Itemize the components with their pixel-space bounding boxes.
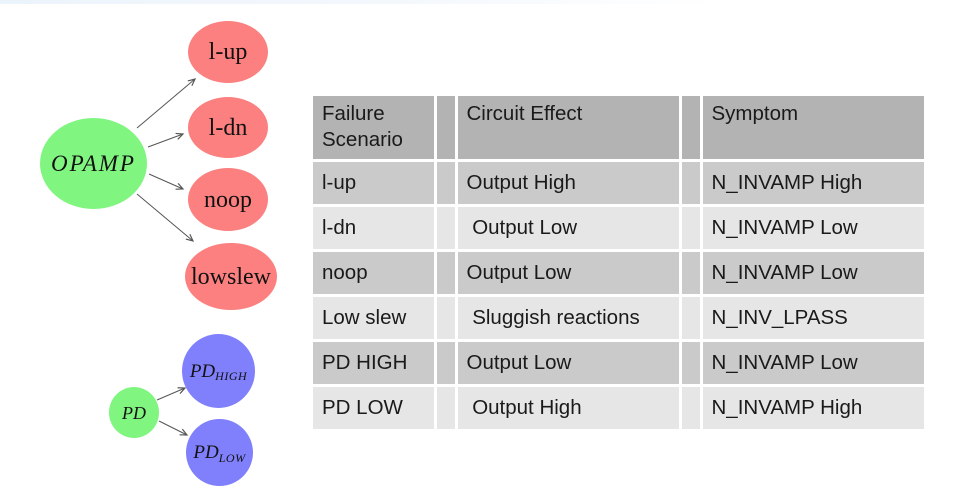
scenario-cell: l-up — [311, 159, 437, 207]
table-row: l-dn Output Low N_INVAMP Low — [311, 204, 926, 252]
symptom-cell: N_INVAMP Low — [699, 339, 926, 387]
symptom-cell: N_INVAMP Low — [699, 249, 926, 297]
spacer-cell — [678, 204, 703, 252]
symptom-cell: N_INV_LPASS — [699, 294, 926, 342]
header-spacer — [678, 94, 703, 162]
effect-cell: Output Low — [454, 339, 682, 387]
arrow-opamp-to-noop — [148, 173, 183, 189]
table-row: l-up Output High N_INVAMP High — [311, 159, 926, 207]
spacer-cell — [678, 384, 703, 431]
node-label: PD — [189, 360, 216, 382]
symptom-cell: N_INVAMP High — [699, 384, 926, 431]
symptom-cell: N_INVAMP High — [699, 159, 926, 207]
diagram-node-l-dn: l-dn — [188, 97, 268, 158]
scenario-cell: l-dn — [311, 204, 437, 252]
spacer-cell — [678, 159, 703, 207]
node-label: l-dn — [208, 114, 248, 141]
node-label: lowslew — [191, 263, 271, 290]
effect-cell: Output High — [454, 384, 682, 431]
slide-top-edge — [0, 0, 964, 4]
spacer-cell — [678, 294, 703, 342]
arrow-opamp-to-lowslew — [136, 193, 193, 241]
node-label-subscript: HIGH — [215, 369, 248, 383]
spacer-cell — [433, 384, 458, 431]
diagram-node-opamp: OPAMP — [40, 118, 147, 209]
node-label: PD — [122, 402, 146, 423]
node-label-subscript: LOW — [218, 450, 246, 465]
diagram-node-pd: PD — [109, 387, 159, 438]
spacer-cell — [433, 339, 458, 387]
diagram-node-l-up: l-up — [188, 21, 268, 83]
header-symptom: Symptom — [699, 94, 926, 162]
table-row: Low slew Sluggish reactions N_INV_LPASS — [311, 294, 926, 342]
node-label: PD — [193, 442, 219, 463]
diagram-node-noop: noop — [188, 168, 268, 231]
arrow-pd-to-pd-high — [156, 388, 185, 401]
header-spacer — [433, 94, 458, 162]
spacer-cell — [433, 249, 458, 297]
table-body: l-up Output High N_INVAMP High l-dn Output … — [311, 159, 926, 431]
table-row: noop Output Low N_INVAMP Low — [311, 249, 926, 297]
effect-cell: Output Low — [454, 249, 682, 297]
spacer-cell — [433, 294, 458, 342]
effect-cell: Sluggish reactions — [454, 294, 682, 342]
header-failure-scenario: Failure Scenario — [311, 94, 437, 162]
scenario-cell: Low slew — [311, 294, 437, 342]
arrow-pd-to-pd-low — [158, 420, 187, 435]
diagram-node-lowslew: lowslew — [185, 243, 277, 310]
table-row: PD LOW Output High N_INVAMP High — [311, 384, 926, 431]
diagram-node-pd-low: PD LOW — [186, 419, 253, 486]
arrow-opamp-to-l-dn — [147, 134, 183, 148]
symptom-cell: N_INVAMP Low — [699, 204, 926, 252]
header-circuit-effect: Circuit Effect — [454, 94, 682, 162]
node-label: l-up — [208, 39, 248, 65]
failure-table-container: Failure Scenario Circuit Effect Symptom … — [311, 94, 926, 431]
arrow-opamp-to-l-up — [136, 79, 195, 129]
table-row: PD HIGH Output Low N_INVAMP Low — [311, 339, 926, 387]
diagram-node-pd-high: PD HIGH — [182, 334, 255, 408]
effect-cell: Output High — [454, 159, 682, 207]
failure-table: Failure Scenario Circuit Effect Symptom … — [311, 94, 926, 431]
spacer-cell — [678, 249, 703, 297]
spacer-cell — [433, 204, 458, 252]
spacer-cell — [678, 339, 703, 387]
scenario-cell: PD LOW — [311, 384, 437, 431]
node-label: OPAMP — [51, 151, 136, 176]
node-label: noop — [204, 186, 252, 213]
spacer-cell — [433, 159, 458, 207]
scenario-cell: noop — [311, 249, 437, 297]
effect-cell: Output Low — [454, 204, 682, 252]
table-header-row: Failure Scenario Circuit Effect Symptom — [311, 94, 926, 162]
scenario-cell: PD HIGH — [311, 339, 437, 387]
